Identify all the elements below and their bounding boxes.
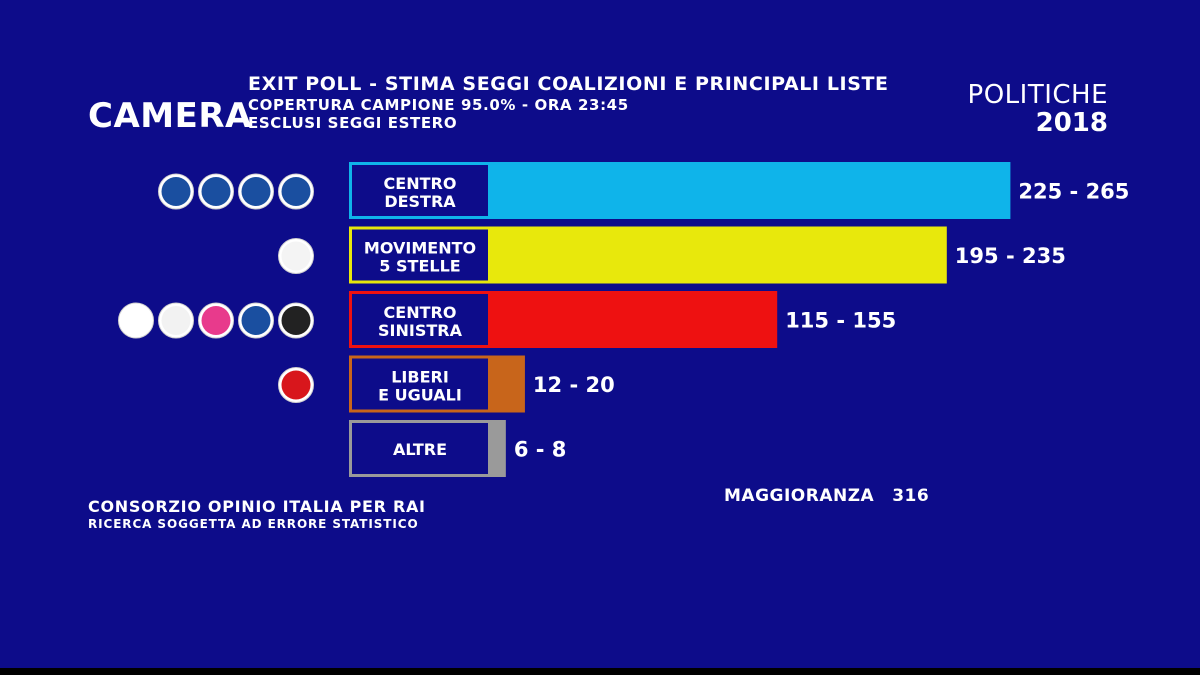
bar-label-box xyxy=(349,226,491,284)
bottom-strip xyxy=(0,668,1200,675)
party-logo-icon xyxy=(198,173,234,210)
chamber-title: CAMERA xyxy=(88,96,252,136)
party-logo-icon xyxy=(238,173,274,210)
chart-title: EXIT POLL - STIMA SEGGI COALIZIONI E PRI… xyxy=(248,73,889,95)
party-logo-icon xyxy=(278,367,314,403)
data-label: 6 - 8 xyxy=(514,438,567,462)
party-logo-icon xyxy=(158,302,194,339)
party-logo-icon xyxy=(278,238,314,274)
category-label: MOVIMENTO xyxy=(364,239,476,258)
bar-label-box xyxy=(349,420,491,477)
party-logo-icon xyxy=(238,302,274,339)
category-label: LIBERI xyxy=(391,368,449,387)
category-label: E UGUALI xyxy=(378,386,462,405)
disclaimer-text: RICERCA SOGGETTA AD ERRORE STATISTICO xyxy=(88,517,419,531)
bar-label-box xyxy=(349,291,491,348)
bar-label-box xyxy=(349,355,491,413)
party-logo-icon xyxy=(118,302,154,339)
category-label: CENTRO xyxy=(384,303,457,322)
category-label: CENTRO xyxy=(384,174,457,193)
brand-name: POLITICHE xyxy=(967,80,1108,110)
data-label: 225 - 265 xyxy=(1018,180,1129,204)
exclusion-subtitle: ESCLUSI SEGGI ESTERO xyxy=(248,114,458,132)
coverage-subtitle: COPERTURA CAMPIONE 95.0% - ORA 23:45 xyxy=(248,96,629,114)
majority-value: 316 xyxy=(892,486,930,506)
bar-row-5: ALTRE 6 - 8 xyxy=(349,420,566,477)
category-label: ALTRE xyxy=(393,440,447,459)
header-titles: EXIT POLL - STIMA SEGGI COALIZIONI E PRI… xyxy=(248,72,889,132)
source-block: CONSORZIO OPINIO ITALIA PER RAI RICERCA … xyxy=(88,497,426,531)
majority-label: MAGGIORANZA xyxy=(724,486,875,506)
party-logo-icon xyxy=(278,302,314,339)
category-label: SINISTRA xyxy=(378,321,463,340)
source-text: CONSORZIO OPINIO ITALIA PER RAI xyxy=(88,497,426,516)
party-logo-icon xyxy=(278,173,314,210)
brand-year: 2018 xyxy=(1035,108,1108,138)
category-label: 5 STELLE xyxy=(379,257,460,276)
data-label: 195 - 235 xyxy=(955,244,1066,268)
party-logo-icon xyxy=(158,173,194,210)
data-label: 12 - 20 xyxy=(533,373,615,397)
bar-label-box xyxy=(349,162,491,219)
brand-logo: POLITICHE 2018 xyxy=(968,80,1108,136)
data-label: 115 - 155 xyxy=(785,309,896,333)
majority-indicator: MAGGIORANZA 316 xyxy=(724,486,929,506)
category-label: DESTRA xyxy=(384,192,456,211)
party-logo-icon xyxy=(198,302,234,339)
